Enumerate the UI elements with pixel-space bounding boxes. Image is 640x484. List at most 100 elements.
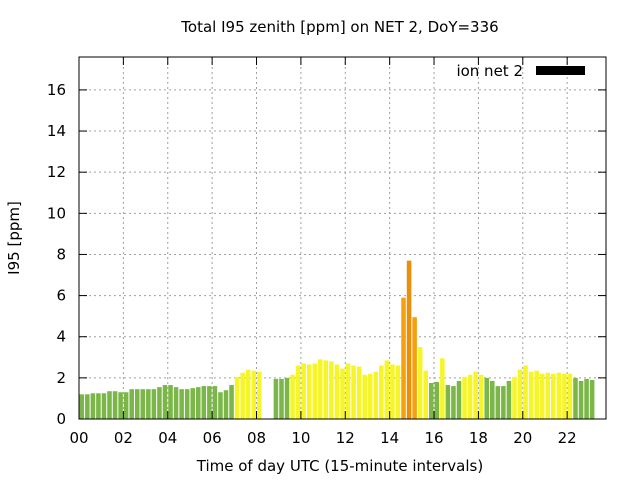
y-tick-label: 2 bbox=[56, 369, 66, 387]
x-tick-label: 10 bbox=[291, 429, 310, 447]
bar bbox=[362, 374, 367, 419]
bar bbox=[428, 383, 434, 419]
bar bbox=[567, 373, 573, 419]
bar bbox=[157, 387, 162, 419]
bar bbox=[395, 365, 401, 419]
bar bbox=[162, 385, 168, 419]
x-tick-label: 06 bbox=[203, 429, 222, 447]
bar bbox=[562, 373, 567, 419]
bar bbox=[323, 360, 329, 419]
bar bbox=[96, 393, 101, 419]
x-tick-label: 00 bbox=[69, 429, 88, 447]
bar bbox=[229, 385, 234, 419]
bar bbox=[534, 370, 539, 419]
x-tick-label: 22 bbox=[558, 429, 577, 447]
bar bbox=[195, 387, 201, 419]
bar bbox=[551, 373, 556, 419]
bar bbox=[223, 390, 229, 419]
bar bbox=[545, 372, 551, 419]
bar bbox=[589, 379, 595, 419]
x-tick-label: 20 bbox=[513, 429, 532, 447]
bar bbox=[295, 365, 301, 419]
bar bbox=[434, 381, 440, 419]
bar bbox=[445, 385, 451, 419]
bar bbox=[484, 377, 490, 419]
bar bbox=[512, 376, 517, 419]
bar bbox=[134, 389, 140, 419]
bar bbox=[218, 392, 223, 419]
bar bbox=[517, 369, 523, 419]
bar bbox=[440, 358, 445, 419]
bar bbox=[351, 365, 356, 419]
bar bbox=[123, 392, 129, 419]
bar bbox=[367, 373, 373, 419]
bar bbox=[412, 317, 417, 419]
bar bbox=[539, 373, 545, 419]
bar bbox=[401, 297, 406, 419]
bar bbox=[390, 364, 395, 419]
bar bbox=[201, 386, 207, 419]
bar bbox=[290, 374, 295, 419]
bar bbox=[301, 363, 306, 419]
x-tick-label: 14 bbox=[380, 429, 399, 447]
bar bbox=[379, 365, 384, 419]
bar bbox=[90, 393, 96, 419]
bar bbox=[528, 371, 534, 419]
y-tick-label: 6 bbox=[56, 287, 66, 305]
bar bbox=[184, 389, 190, 419]
bar bbox=[312, 363, 318, 419]
bar bbox=[279, 378, 284, 419]
bar bbox=[173, 387, 179, 419]
bar bbox=[451, 386, 456, 419]
bar bbox=[234, 376, 240, 419]
bar bbox=[140, 389, 146, 419]
bar bbox=[334, 364, 340, 419]
bar bbox=[245, 369, 251, 419]
grid-lines bbox=[79, 57, 606, 419]
bar bbox=[146, 389, 151, 419]
bar bbox=[501, 386, 506, 419]
bar bbox=[207, 386, 212, 419]
y-tick-label: 14 bbox=[47, 122, 66, 140]
x-tick-label: 04 bbox=[158, 429, 177, 447]
bar bbox=[240, 372, 245, 419]
y-tick-label: 0 bbox=[56, 410, 66, 428]
bar bbox=[101, 393, 107, 419]
bar bbox=[478, 374, 484, 419]
bar bbox=[190, 388, 195, 419]
bar bbox=[506, 380, 512, 419]
bar bbox=[118, 392, 123, 419]
bar bbox=[273, 378, 279, 419]
bar bbox=[168, 385, 173, 419]
bar bbox=[212, 386, 218, 419]
bar bbox=[107, 391, 112, 419]
bar bbox=[456, 380, 462, 419]
bar bbox=[257, 371, 262, 419]
y-tick-label: 10 bbox=[47, 204, 66, 222]
bar bbox=[179, 389, 184, 419]
x-tick-label: 18 bbox=[469, 429, 488, 447]
bar bbox=[417, 347, 423, 419]
bar bbox=[584, 378, 589, 419]
bar bbox=[340, 368, 345, 419]
bar bbox=[85, 394, 90, 419]
bar bbox=[473, 371, 478, 419]
bar bbox=[129, 389, 134, 419]
x-tick-label: 08 bbox=[247, 429, 266, 447]
x-tick-label: 02 bbox=[114, 429, 133, 447]
bar bbox=[462, 376, 467, 419]
y-axis-label: I95 [ppm] bbox=[5, 201, 23, 275]
bar bbox=[251, 370, 257, 419]
y-tick-label: 4 bbox=[56, 328, 66, 346]
bar bbox=[556, 372, 562, 419]
y-tick-label: 12 bbox=[47, 163, 66, 181]
x-tick-label: 16 bbox=[424, 429, 443, 447]
bar bbox=[373, 371, 379, 419]
chart-title: Total I95 zenith [ppm] on NET 2, DoY=336 bbox=[180, 18, 498, 36]
bar bbox=[578, 380, 584, 419]
bar bbox=[151, 389, 157, 419]
plot-border bbox=[78, 56, 607, 420]
